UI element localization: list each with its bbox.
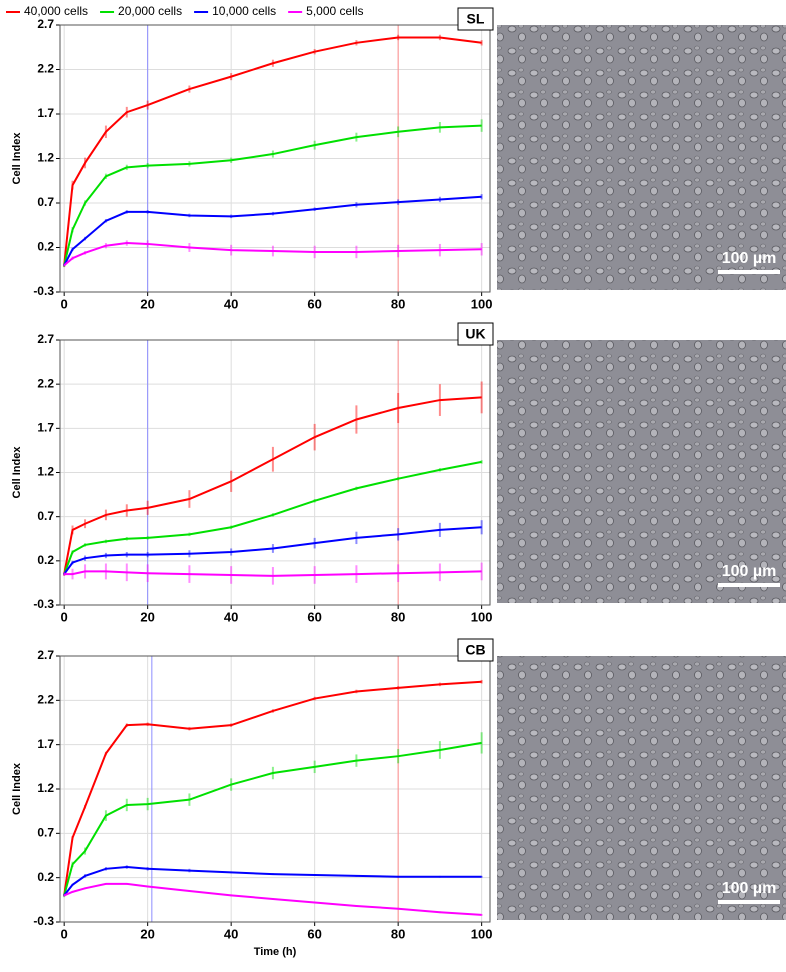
series-line: [63, 460, 482, 575]
y-tick-label: -0.3: [33, 914, 54, 928]
x-tick-label: 0: [61, 926, 68, 941]
y-tick-label: 2.7: [37, 17, 54, 31]
y-tick-label: 1.7: [37, 106, 54, 120]
y-tick-label: 0.7: [37, 509, 54, 523]
y-tick-label: 2.7: [37, 648, 54, 662]
plot-border: [59, 339, 491, 606]
x-tick-label: 0: [61, 296, 68, 311]
plot-border: [59, 24, 491, 293]
panel-label: CB: [465, 642, 485, 658]
x-tick-label: 100: [471, 609, 493, 624]
series-line: [63, 680, 482, 896]
panel-label: SL: [467, 11, 485, 27]
y-axis-label: Cell Index: [11, 762, 23, 815]
x-tick-label: 40: [224, 296, 238, 311]
x-tick-label: 60: [307, 296, 321, 311]
legend-label: 20,000 cells: [118, 4, 182, 18]
x-tick-label: 80: [391, 609, 405, 624]
panel-label-box: [457, 7, 494, 31]
series-line: [63, 242, 482, 267]
y-tick-label: 1.2: [37, 781, 54, 795]
x-tick-label: 60: [307, 926, 321, 941]
y-tick-label: 1.7: [37, 737, 54, 751]
scale-bar-label: 100 µm: [722, 250, 777, 267]
legend-label: 40,000 cells: [24, 4, 88, 18]
series-line: [63, 396, 482, 575]
x-tick-label: 80: [391, 926, 405, 941]
x-axis-label: Time (h): [254, 946, 297, 958]
series-line: [63, 882, 482, 916]
micrograph: [497, 340, 786, 603]
series-line: [63, 741, 482, 896]
series-line: [63, 866, 482, 897]
y-tick-label: 2.2: [37, 62, 54, 76]
legend-label: 5,000 cells: [306, 4, 363, 18]
y-tick-label: 2.7: [37, 332, 54, 346]
y-tick-label: 0.2: [37, 870, 54, 884]
x-tick-label: 20: [140, 926, 154, 941]
x-tick-label: 20: [140, 609, 154, 624]
x-tick-label: 0: [61, 609, 68, 624]
x-tick-label: 20: [140, 296, 154, 311]
panel-label-box: [457, 322, 494, 346]
y-tick-label: -0.3: [33, 597, 54, 611]
x-tick-label: 100: [471, 926, 493, 941]
micrograph: [497, 656, 786, 920]
y-tick-label: 1.2: [37, 151, 54, 165]
legend-label: 10,000 cells: [212, 4, 276, 18]
y-tick-label: 0.2: [37, 553, 54, 567]
panel-label: UK: [465, 326, 485, 342]
series-line: [63, 195, 482, 266]
x-tick-label: 60: [307, 609, 321, 624]
y-tick-label: 2.2: [37, 693, 54, 707]
panel-label-box: [457, 638, 494, 662]
series-line: [63, 36, 482, 266]
y-tick-label: 1.2: [37, 465, 54, 479]
y-axis-label: Cell Index: [11, 132, 23, 185]
y-axis-label: Cell Index: [11, 446, 23, 499]
series-line: [63, 124, 482, 266]
scale-bar-label: 100 µm: [722, 880, 777, 897]
series-line: [63, 526, 482, 575]
x-tick-label: 80: [391, 296, 405, 311]
series-line: [64, 570, 482, 577]
y-tick-label: 2.2: [37, 376, 54, 390]
y-tick-label: -0.3: [33, 284, 54, 298]
y-tick-label: 0.7: [37, 826, 54, 840]
y-tick-label: 0.7: [37, 195, 54, 209]
micrograph: [497, 25, 786, 290]
y-tick-label: 1.7: [37, 421, 54, 435]
plot-border: [59, 655, 491, 923]
x-tick-label: 40: [224, 609, 238, 624]
x-tick-label: 40: [224, 926, 238, 941]
x-tick-label: 100: [471, 296, 493, 311]
scale-bar-label: 100 µm: [722, 563, 777, 580]
y-tick-label: 0.2: [37, 240, 54, 254]
